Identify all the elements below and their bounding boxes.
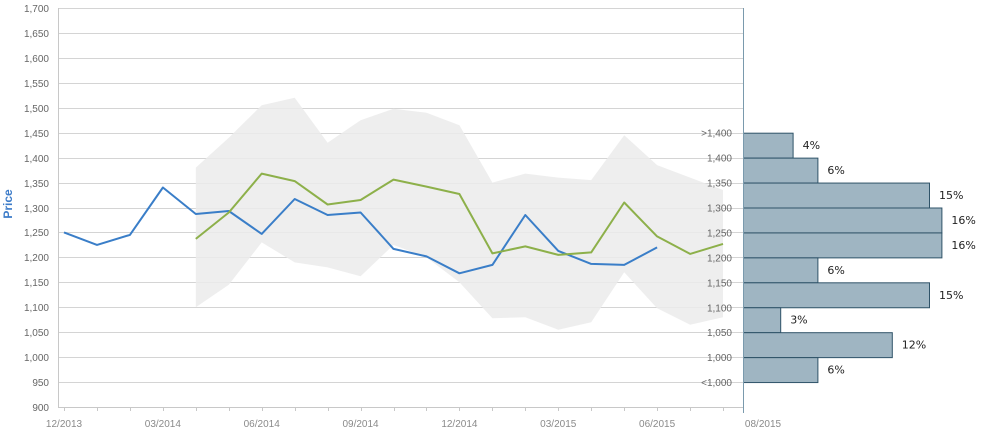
histogram-bar bbox=[743, 357, 819, 384]
x-tick-label: 09/2014 bbox=[342, 419, 379, 430]
x-tick-label: 03/2014 bbox=[145, 419, 182, 430]
histogram-percent-label: 3% bbox=[790, 314, 807, 327]
y-tick-label: 1,700 bbox=[24, 4, 49, 15]
x-tick-label: 08/2015 bbox=[745, 419, 782, 430]
y-tick-label: 1,550 bbox=[24, 79, 49, 90]
x-tick-label: 12/2014 bbox=[441, 419, 478, 430]
histogram-percent-label: 6% bbox=[827, 164, 844, 177]
histogram-bin-label: 1,400 bbox=[707, 154, 732, 165]
y-tick-label: 1,000 bbox=[24, 353, 49, 364]
histogram-bin-label: 1,350 bbox=[707, 179, 732, 190]
y-tick-label: 1,200 bbox=[24, 253, 49, 264]
x-tick-label: 06/2015 bbox=[639, 419, 676, 430]
histogram-percent-label: 15% bbox=[939, 189, 963, 202]
x-tick-label: 12/2013 bbox=[46, 419, 83, 430]
series-line-1 bbox=[63, 186, 658, 275]
forecast-band-area bbox=[195, 97, 724, 330]
y-tick-label: 1,450 bbox=[24, 129, 49, 140]
y-tick-label: 1,050 bbox=[24, 328, 49, 339]
histogram-bar bbox=[743, 332, 893, 359]
histogram-bar bbox=[743, 207, 943, 234]
forecast-band bbox=[195, 97, 724, 330]
histogram-bar bbox=[743, 132, 794, 159]
histogram-percent-label: 16% bbox=[951, 214, 975, 227]
y-tick-label: 1,600 bbox=[24, 54, 49, 65]
histogram-bar bbox=[743, 282, 930, 309]
histogram-bar bbox=[743, 182, 930, 209]
histogram-bin-label: >1,400 bbox=[701, 129, 732, 140]
histogram-bin-label: 1,200 bbox=[707, 253, 732, 264]
price-lines bbox=[63, 172, 724, 275]
grid-lines bbox=[58, 8, 743, 408]
axes: 900 950 1,000 1,050 1,100 1,150 1,200 1,250 1,30… bbox=[24, 4, 782, 430]
histogram-percent-label: 15% bbox=[939, 289, 963, 302]
histogram-percent-label: 4% bbox=[803, 139, 820, 152]
histogram-bin-label: 1,100 bbox=[707, 303, 732, 314]
y-tick-label: 1,300 bbox=[24, 204, 49, 215]
histogram-percent-label: 16% bbox=[951, 239, 975, 252]
histogram-bin-label: 1,150 bbox=[707, 278, 732, 289]
histogram-bin-label: 1,000 bbox=[707, 353, 732, 364]
histogram-percent-label: 6% bbox=[827, 264, 844, 277]
histogram-bin-label: 1,300 bbox=[707, 204, 732, 215]
histogram-percent-label: 12% bbox=[902, 339, 926, 352]
y-axis-label: Price bbox=[1, 189, 15, 219]
histogram-bin-label: <1,000 bbox=[701, 378, 732, 389]
y-tick-label: 900 bbox=[32, 403, 49, 414]
y-tick-label: 1,350 bbox=[24, 179, 49, 190]
distribution-histogram: 4% >1,400 6% 1,400 15% 1,350 16% 1,300 16% 1,250 6… bbox=[701, 129, 976, 389]
x-tick-label: 03/2015 bbox=[540, 419, 577, 430]
histogram-percent-label: 6% bbox=[827, 364, 844, 377]
y-tick-label: 950 bbox=[32, 378, 49, 389]
histogram-bar bbox=[743, 232, 943, 259]
x-tick-label: 06/2014 bbox=[244, 419, 281, 430]
y-tick-label: 1,500 bbox=[24, 104, 49, 115]
histogram-bar bbox=[743, 307, 782, 334]
histogram-bar bbox=[743, 257, 819, 284]
y-tick-label: 1,100 bbox=[24, 303, 49, 314]
histogram-bin-label: 1,250 bbox=[707, 228, 732, 239]
histogram-bin-label: 1,050 bbox=[707, 328, 732, 339]
histogram-bar bbox=[743, 157, 819, 184]
y-tick-label: 1,400 bbox=[24, 154, 49, 165]
y-tick-label: 1,150 bbox=[24, 278, 49, 289]
y-tick-label: 1,250 bbox=[24, 228, 49, 239]
y-tick-label: 1,650 bbox=[24, 29, 49, 40]
series-line-2 bbox=[195, 172, 724, 256]
